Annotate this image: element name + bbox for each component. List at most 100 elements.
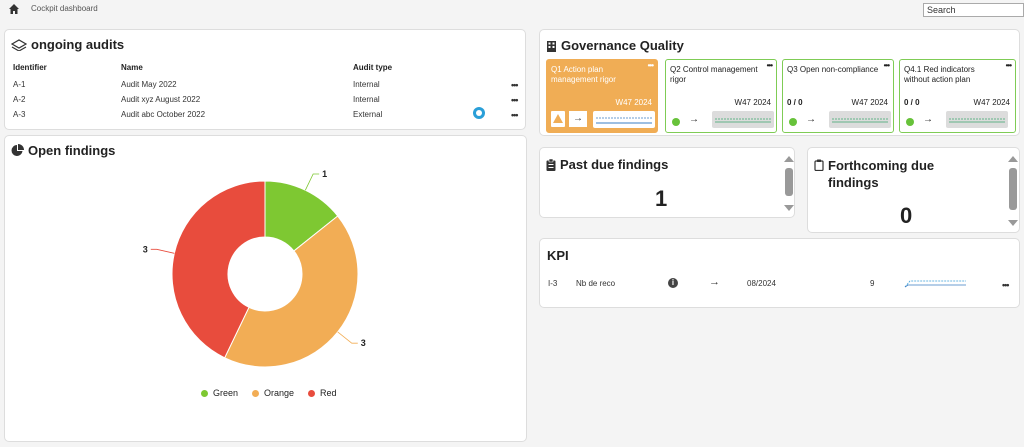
kpi-panel: KPI I-3 Nb de reco i → 08/2024 9 ••• — [539, 238, 1020, 308]
donut-chart: 1 3 3 — [143, 169, 366, 368]
legend-swatch — [252, 389, 260, 397]
sparkline — [946, 111, 1008, 128]
findings-title: Open findings — [11, 143, 115, 158]
cell-name[interactable]: Audit abc October 2022 — [121, 110, 206, 119]
card-menu-icon[interactable]: ••• — [883, 61, 890, 70]
card-title: Q1 Action plan management rigor — [551, 65, 616, 84]
past-due-title: Past due findings — [546, 157, 668, 172]
chat-bubble-icon[interactable] — [473, 107, 485, 119]
col-name[interactable]: Name — [121, 63, 143, 72]
row-menu-icon[interactable]: ••• — [1002, 280, 1010, 290]
legend-item-green[interactable]: Green — [201, 388, 238, 398]
kpi-date: 08/2024 — [747, 279, 776, 288]
pie-chart-icon — [11, 144, 24, 156]
forthcoming-due-findings-panel: Forthcoming due findings 0 — [807, 147, 1020, 233]
card-title: Q3 Open non-compliance — [787, 65, 879, 74]
row-menu-icon[interactable]: ••• — [511, 80, 519, 90]
status-dot-icon — [789, 118, 797, 126]
legend-swatch — [308, 389, 316, 397]
scroll-down-icon[interactable] — [784, 205, 794, 211]
col-audit-type[interactable]: Audit type — [353, 63, 393, 72]
scroll-up-icon[interactable] — [784, 156, 794, 162]
cell-identifier: A-1 — [13, 80, 26, 89]
scroll-up-icon[interactable] — [1008, 156, 1018, 162]
card-menu-icon[interactable]: ••• — [647, 61, 654, 70]
past-due-count[interactable]: 1 — [655, 186, 668, 211]
sparkline — [829, 111, 891, 128]
col-identifier[interactable]: Identifier — [13, 63, 47, 72]
forthcoming-title-text: Forthcoming due findings — [828, 158, 935, 190]
forthcoming-count[interactable]: 0 — [900, 203, 913, 228]
legend-item-orange[interactable]: Orange — [252, 388, 294, 398]
card-week: W47 2024 — [734, 98, 771, 107]
trend-arrow-icon: → — [569, 111, 587, 127]
card-menu-icon[interactable]: ••• — [766, 61, 773, 70]
cell-audit-type: Internal — [353, 80, 380, 89]
row-menu-icon[interactable]: ••• — [511, 110, 519, 120]
cell-identifier: A-2 — [13, 95, 26, 104]
slice-value-label: 3 — [361, 338, 366, 348]
search-input[interactable] — [923, 3, 1024, 17]
past-due-findings-panel: Past due findings 1 — [539, 147, 795, 218]
quality-card-q2[interactable]: Q2 Control management rigor ••• W47 2024… — [665, 59, 777, 133]
card-menu-icon[interactable]: ••• — [1005, 61, 1012, 70]
row-menu-icon[interactable]: ••• — [511, 95, 519, 105]
kpi-value: 9 — [870, 279, 875, 288]
status-dot-icon — [906, 118, 914, 126]
sparkline — [712, 111, 774, 128]
governance-title: Governance Quality — [546, 38, 684, 53]
kpi-title-text: KPI — [547, 248, 569, 263]
legend-swatch — [201, 389, 208, 397]
governance-title-text: Governance Quality — [561, 38, 684, 53]
status-dot-icon — [672, 118, 680, 126]
trend-arrow-icon: → — [806, 114, 816, 125]
kpi-name[interactable]: Nb de reco — [576, 279, 616, 288]
ongoing-audits-panel: ongoing audits Identifier Name Audit typ… — [4, 29, 526, 130]
legend-item-red[interactable]: Red — [308, 388, 337, 398]
kpi-title: KPI — [547, 248, 569, 263]
forthcoming-title: Forthcoming due findings — [814, 157, 954, 191]
legend-label: Orange — [264, 388, 295, 398]
scrollbar-thumb[interactable] — [1009, 168, 1017, 210]
open-findings-panel: Open findings 1 3 3 Green Orange Red — [4, 135, 527, 442]
kpi-sparkline — [904, 280, 966, 288]
home-icon[interactable] — [8, 3, 20, 15]
cell-identifier: A-3 — [13, 110, 26, 119]
building-icon — [547, 40, 556, 52]
card-title: Q2 Control management rigor — [670, 65, 758, 84]
scrollbar-thumb[interactable] — [785, 168, 793, 196]
legend-label: Green — [213, 388, 239, 398]
scroll-down-icon[interactable] — [1008, 220, 1018, 226]
trend-arrow-icon: → — [923, 114, 933, 125]
slice-value-label: 1 — [322, 169, 327, 179]
breadcrumb[interactable]: Cockpit dashboard — [31, 4, 98, 13]
past-due-title-text: Past due findings — [560, 157, 669, 172]
card-title: Q4.1 Red indicators without action plan — [904, 65, 975, 84]
chart-legend: Green Orange Red — [201, 388, 337, 398]
quality-card-q1[interactable]: Q1 Action plan management rigor ••• W47 … — [546, 59, 658, 133]
governance-quality-panel: Governance Quality Q1 Action plan manage… — [539, 29, 1020, 136]
cell-audit-type: Internal — [353, 95, 380, 104]
kpi-id: I-3 — [548, 279, 558, 288]
legend-label: Red — [320, 388, 337, 398]
audits-title-text: ongoing audits — [31, 37, 125, 52]
cell-name[interactable]: Audit xyz August 2022 — [121, 95, 201, 104]
layers-icon — [11, 38, 27, 51]
slice-value-label: 3 — [143, 244, 148, 254]
top-bar: Cockpit dashboard — [0, 0, 1024, 20]
donut-slice-orange[interactable] — [223, 215, 359, 368]
clipboard-icon — [546, 158, 556, 171]
label-leader-line — [150, 248, 175, 254]
quality-card-q4-1[interactable]: Q4.1 Red indicators without action plan … — [899, 59, 1016, 133]
audits-title: ongoing audits — [11, 37, 124, 52]
quality-card-q3[interactable]: Q3 Open non-compliance ••• 0 / 0 W47 202… — [782, 59, 894, 133]
donut-slice-red[interactable] — [171, 180, 266, 359]
card-value: 0 / 0 — [904, 98, 920, 107]
cell-name[interactable]: Audit May 2022 — [121, 80, 177, 89]
trend-arrow-icon: → — [689, 114, 699, 125]
clipboard-outline-icon — [814, 159, 824, 171]
trend-arrow-icon: → — [709, 276, 720, 288]
card-week: W47 2024 — [973, 98, 1010, 107]
label-leader-line — [337, 331, 358, 344]
info-icon[interactable]: i — [668, 278, 678, 288]
